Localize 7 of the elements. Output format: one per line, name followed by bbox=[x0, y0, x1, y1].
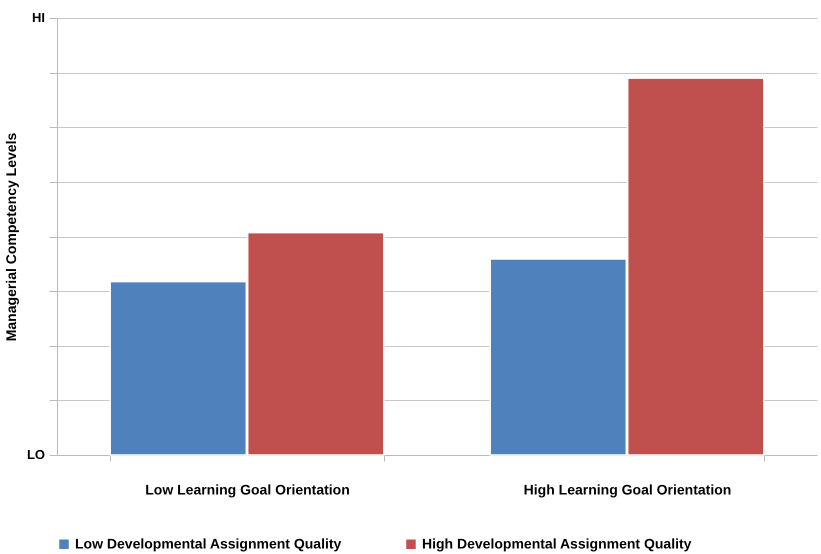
legend-label: Low Developmental Assignment Quality bbox=[75, 535, 342, 552]
x-tick-label: High Learning Goal Orientation bbox=[524, 482, 732, 498]
text: LO bbox=[26, 447, 45, 462]
x-tick-label: Low Learning Goal Orientation bbox=[145, 482, 350, 498]
y-axis-title: Managerial Competency Levels bbox=[3, 132, 19, 342]
text: HI bbox=[32, 10, 45, 25]
legend-label: High Developmental Assignment Quality bbox=[422, 535, 692, 552]
